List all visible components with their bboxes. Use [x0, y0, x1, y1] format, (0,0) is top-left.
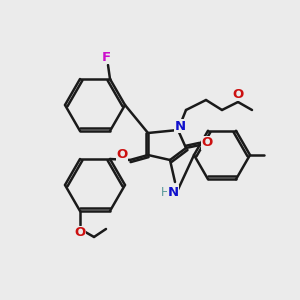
Text: H: H [160, 185, 169, 199]
Text: O: O [116, 148, 128, 161]
Text: F: F [101, 50, 111, 64]
Text: O: O [74, 226, 86, 239]
Text: N: N [174, 119, 186, 133]
Text: O: O [232, 88, 244, 100]
Text: N: N [167, 185, 178, 199]
Text: O: O [201, 136, 213, 149]
